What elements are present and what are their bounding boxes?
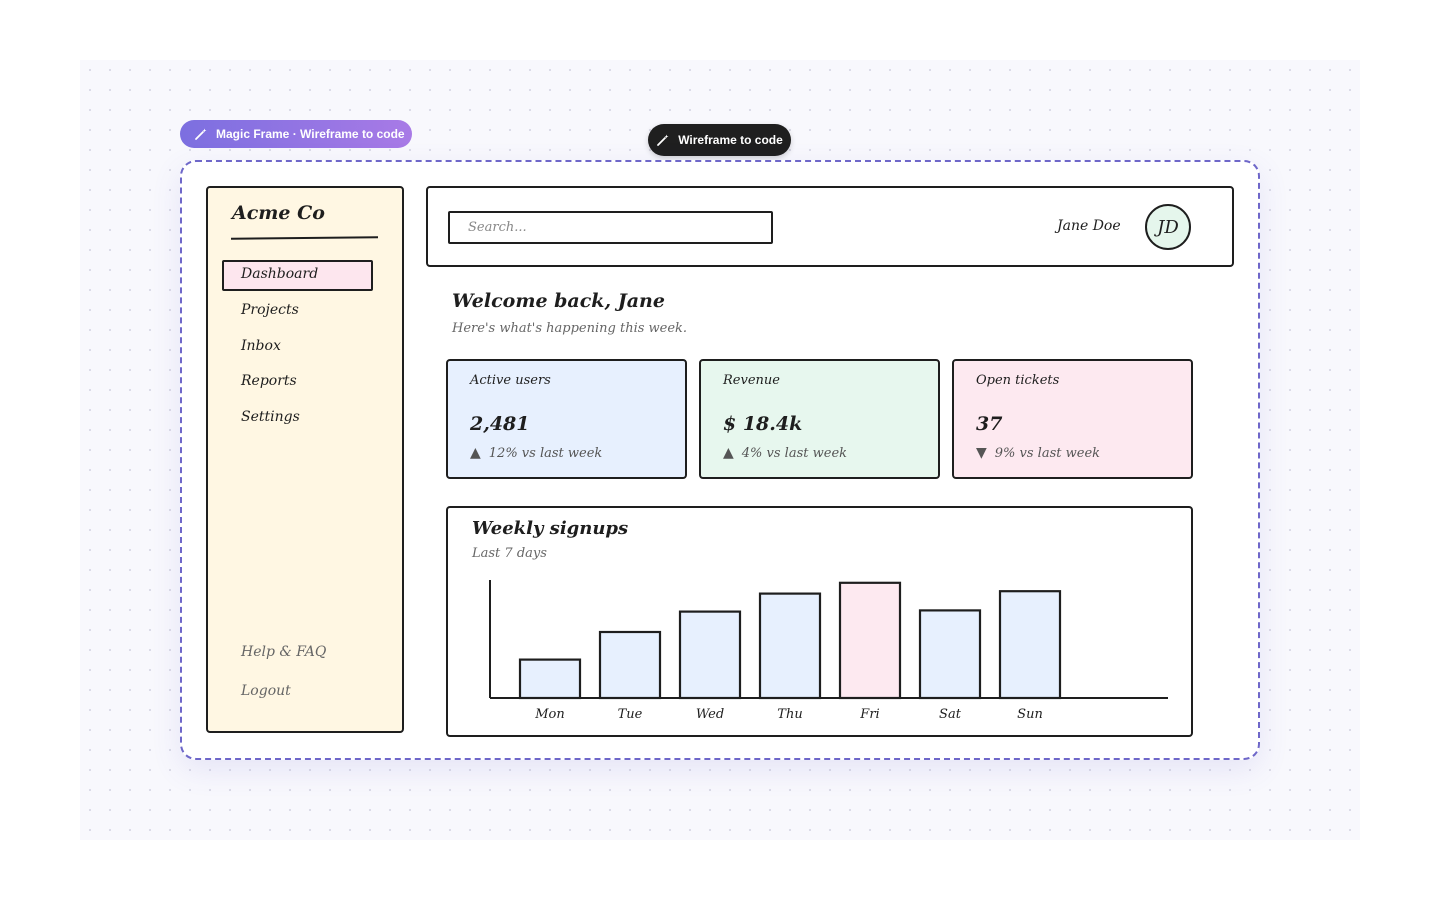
stat-title: Revenue — [723, 373, 780, 388]
bar-thu — [758, 592, 822, 700]
sidebar-item-inbox[interactable]: Inbox — [241, 338, 281, 354]
magic-wand-icon — [195, 128, 207, 140]
stat-card-revenue: Revenue $ 18.4k ▲ 4% vs last week — [699, 359, 940, 479]
sidebar-active-highlight — [222, 260, 373, 291]
x-tick-label: Sun — [1017, 707, 1043, 722]
bar-sat — [918, 609, 982, 700]
wireframe-to-code-button[interactable]: Wireframe to code — [648, 124, 791, 156]
user-name: Jane Doe — [1057, 218, 1121, 234]
sidebar-item-settings[interactable]: Settings — [241, 409, 300, 425]
trend-down-icon: ▼ — [976, 445, 987, 461]
chart-subtitle: Last 7 days — [472, 546, 547, 561]
sidebar-item-reports[interactable]: Reports — [241, 373, 297, 389]
stat-trend-text: 9% vs last week — [994, 445, 1101, 461]
chart-title: Weekly signups — [472, 518, 629, 539]
stat-trend: ▼ 9% vs last week — [976, 445, 1100, 461]
stat-trend: ▲ 12% vs last week — [470, 445, 602, 461]
sidebar-item-help[interactable]: Help & FAQ — [241, 644, 327, 660]
stat-trend-text: 4% vs last week — [741, 445, 848, 461]
trend-up-icon: ▲ — [723, 445, 734, 461]
x-tick-label: Wed — [696, 707, 724, 722]
bar-mon — [518, 658, 582, 700]
weekly-signups-chart: Mon Tue Wed Thu Fri Sat Sun — [489, 580, 1168, 722]
stat-trend-text: 12% vs last week — [488, 445, 603, 461]
page-subtitle: Here's what's happening this week. — [452, 321, 688, 336]
x-tick-label: Fri — [859, 707, 879, 722]
stat-value: 2,481 — [470, 413, 530, 435]
stat-card-active-users: Active users 2,481 ▲ 12% vs last week — [446, 359, 687, 479]
bar-tue — [598, 630, 662, 700]
x-tick-label: Sat — [939, 707, 962, 722]
x-tick-label: Tue — [618, 707, 643, 722]
sidebar-item-logout[interactable]: Logout — [241, 683, 291, 699]
page-title: Welcome back, Jane — [452, 290, 665, 312]
stat-title: Active users — [470, 373, 551, 388]
wireframe-to-code-label: Wireframe to code — [678, 133, 783, 147]
bar-fri — [838, 581, 902, 700]
search-input[interactable] — [448, 211, 773, 244]
sidebar-item-dashboard[interactable]: Dashboard — [241, 266, 319, 282]
stat-trend: ▲ 4% vs last week — [723, 445, 847, 461]
bar-sun — [998, 590, 1062, 700]
x-tick-label: Mon — [534, 707, 565, 722]
avatar[interactable]: JD — [1145, 204, 1191, 250]
stat-title: Open tickets — [976, 373, 1060, 388]
magic-frame-text: Magic Frame · Wireframe to code — [216, 127, 405, 141]
stat-value: $ 18.4k — [723, 413, 803, 435]
brand-name: Acme Co — [232, 202, 325, 224]
sidebar-item-projects[interactable]: Projects — [241, 302, 299, 318]
stat-card-open-tickets: Open tickets 37 ▼ 9% vs last week — [952, 359, 1193, 479]
x-tick-label: Thu — [777, 707, 802, 722]
magic-frame-label[interactable]: Magic Frame · Wireframe to code — [180, 120, 412, 148]
magic-wand-icon — [657, 134, 669, 146]
trend-up-icon: ▲ — [470, 445, 481, 461]
bar-wed — [678, 610, 742, 700]
stat-value: 37 — [976, 413, 1003, 435]
